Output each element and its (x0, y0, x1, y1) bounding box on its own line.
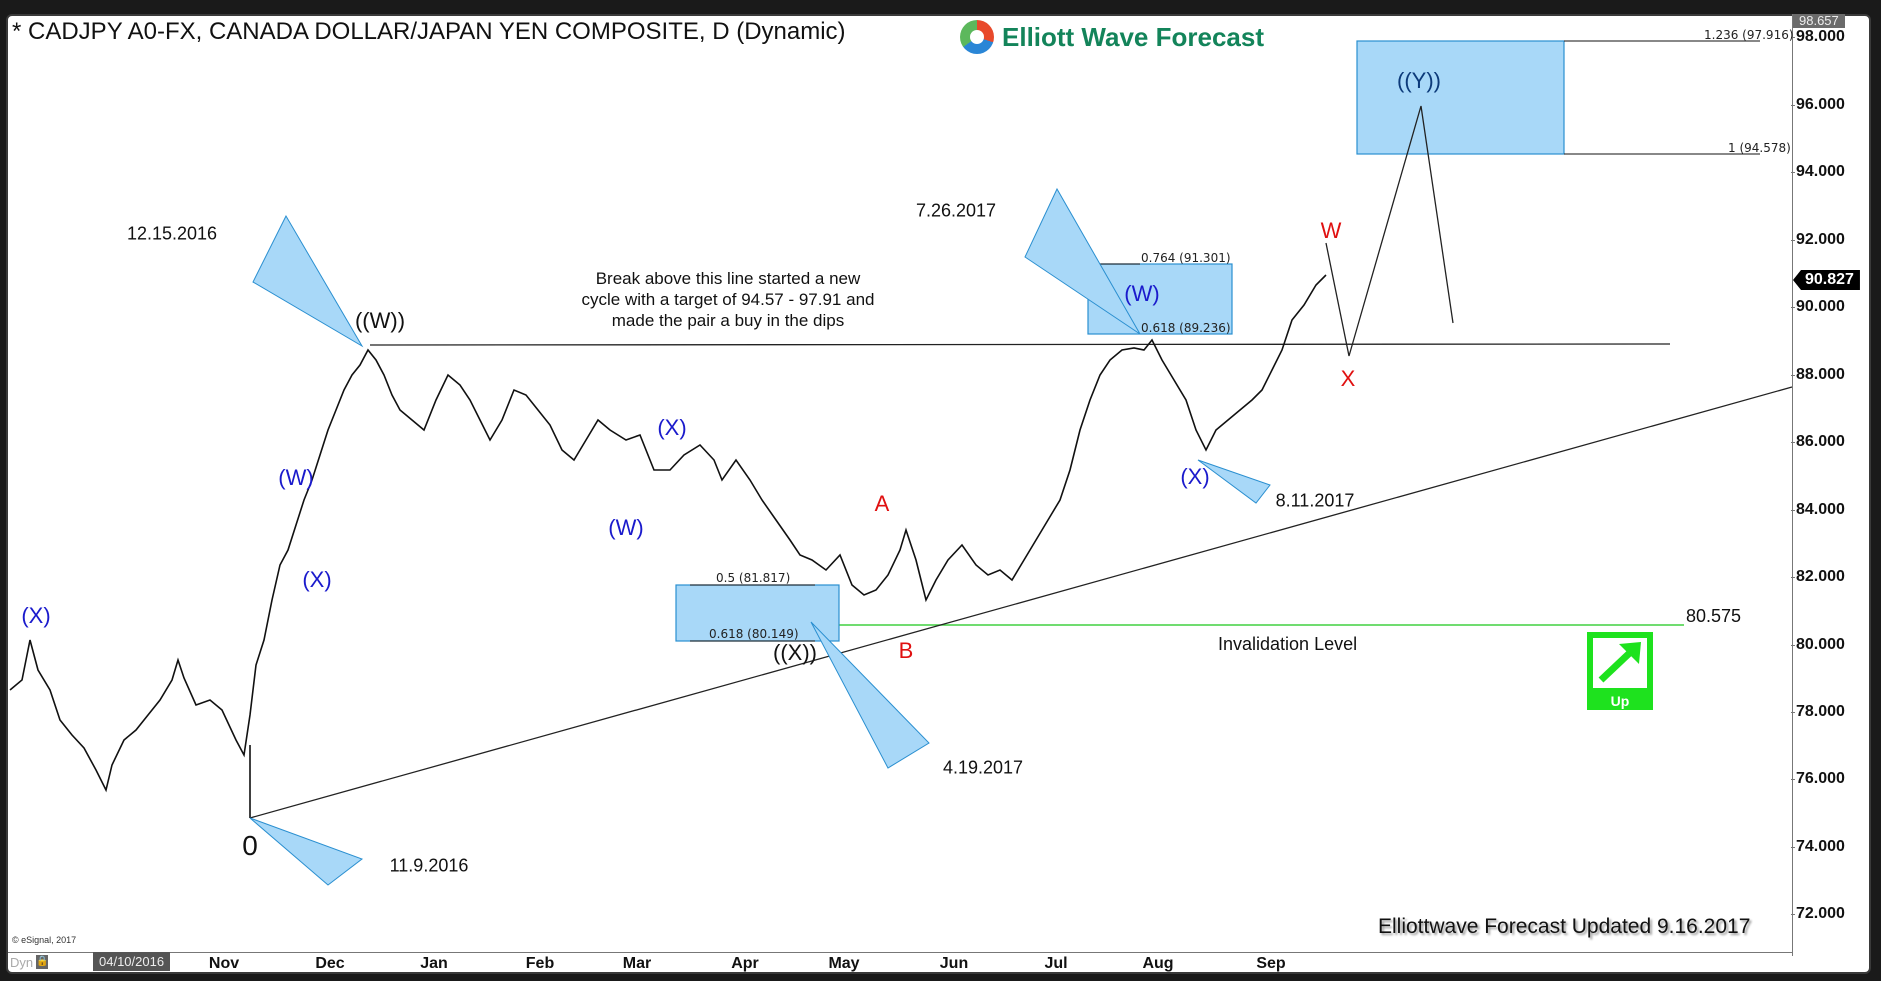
x-tick: Sep (1256, 955, 1286, 972)
dyn-label[interactable]: Dyn (10, 955, 34, 970)
logo-icon (960, 20, 994, 54)
break-line (369, 343, 1671, 346)
wave-label: ((W)) (354, 308, 406, 333)
y-tick: 92.000 (1791, 231, 1845, 248)
last-price-badge: 90.827 (1793, 270, 1860, 290)
arrow-up-right-icon (1598, 642, 1641, 683)
date-label: 8.11.2017 (1275, 490, 1355, 511)
wave-label: ((Y)) (1397, 68, 1441, 93)
x-tick: Aug (1142, 955, 1174, 972)
lock-icon[interactable]: 🔒 (36, 955, 49, 969)
date-label: 11.9.2016 (389, 855, 469, 876)
chart-title: * CADJPY A0-FX, CANADA DOLLAR/JAPAN YEN … (12, 18, 846, 45)
wave-label: 0 (242, 830, 258, 861)
wave-label: (W) (278, 465, 314, 490)
invalidation-label: Invalidation Level (1218, 634, 1358, 654)
callout-11-9-2016 (249, 817, 364, 886)
wave-label: B (898, 638, 914, 663)
x-tick: May (828, 955, 860, 972)
y-tick: 84.000 (1791, 501, 1845, 518)
date-label: 12.15.2016 (126, 223, 218, 244)
wave-label: (X) (302, 567, 332, 592)
callout-7-26-2017 (1024, 187, 1141, 335)
x-tick: Jan (420, 955, 448, 972)
fib-box-w (1087, 263, 1233, 335)
target-box-yy (1356, 40, 1565, 155)
break-note: Break above this line started a new cycl… (581, 269, 875, 330)
logo-text: Elliott Wave Forecast (1002, 21, 1264, 52)
up-signal-badge: Up (1587, 632, 1653, 710)
y-tick: 76.000 (1791, 770, 1845, 787)
copyright: © eSignal, 2017 (12, 935, 77, 945)
fib-label: 1 (94.578) (1728, 141, 1791, 155)
x-tick: Mar (622, 955, 652, 972)
wave-label: A (874, 491, 890, 516)
start-date-badge: 04/10/2016 (93, 952, 171, 971)
wave-label: (X) (21, 603, 51, 628)
y-tick: 90.000 (1791, 298, 1845, 315)
fib-label: 1.236 (97.916) (1704, 28, 1794, 42)
wave-label: (W) (608, 515, 644, 540)
y-tick: 88.000 (1791, 366, 1845, 383)
date-label: 7.26.2017 (915, 200, 997, 221)
callout-8-11-2017 (1197, 459, 1271, 504)
footer-note: Elliottwave Forecast Updated 9.16.2017 (1378, 915, 1751, 938)
x-tick: Nov (208, 955, 240, 972)
fib-label: 0.618 (89.236) (1141, 321, 1231, 335)
date-label: 4.19.2017 (942, 757, 1024, 778)
trend-line (249, 386, 1793, 819)
y-tick: 98.000 (1791, 28, 1845, 45)
y-tick: 74.000 (1791, 838, 1845, 855)
wave-label: (X) (1180, 464, 1210, 489)
fib-label: 0.764 (91.301) (1141, 251, 1231, 265)
wave-label: (X) (657, 415, 687, 440)
fib-label: 0.5 (81.817) (716, 571, 791, 585)
y-tick: 72.000 (1791, 905, 1845, 922)
projection-path (1325, 105, 1454, 357)
chart-frame (6, 14, 1871, 974)
fib-label: 0.618 (80.149) (709, 627, 799, 641)
x-tick: Jun (939, 955, 969, 972)
x-tick: Dec (315, 955, 345, 972)
wave-label: (W) (1124, 281, 1160, 306)
x-axis[interactable] (8, 952, 1792, 953)
y-tick: 80.000 (1791, 636, 1845, 653)
x-tick: Apr (731, 955, 759, 972)
callout-4-19-2017 (810, 621, 930, 769)
up-label: Up (1610, 693, 1630, 709)
wave-label: X (1340, 366, 1356, 391)
x-tick: Jul (1044, 955, 1068, 972)
callout-12-15-2016 (252, 214, 364, 348)
y-tick: 78.000 (1791, 703, 1845, 720)
y-max-badge: 98.657 (1793, 14, 1845, 28)
y-tick: 82.000 (1791, 568, 1845, 585)
y-axis[interactable] (1792, 14, 1793, 956)
y-tick: 94.000 (1791, 163, 1845, 180)
y-tick: 86.000 (1791, 433, 1845, 450)
brand-logo: Elliott Wave Forecast (960, 20, 1264, 54)
y-tick: 96.000 (1791, 96, 1845, 113)
price-path (9, 274, 1327, 793)
wave-label: ((X)) (773, 640, 817, 665)
invalidation-value: 80.575 (1686, 606, 1742, 626)
x-tick: Feb (525, 955, 555, 972)
wave-label: W (1320, 218, 1342, 243)
